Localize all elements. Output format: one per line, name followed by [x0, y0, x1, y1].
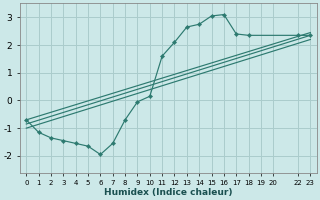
X-axis label: Humidex (Indice chaleur): Humidex (Indice chaleur): [104, 188, 233, 197]
